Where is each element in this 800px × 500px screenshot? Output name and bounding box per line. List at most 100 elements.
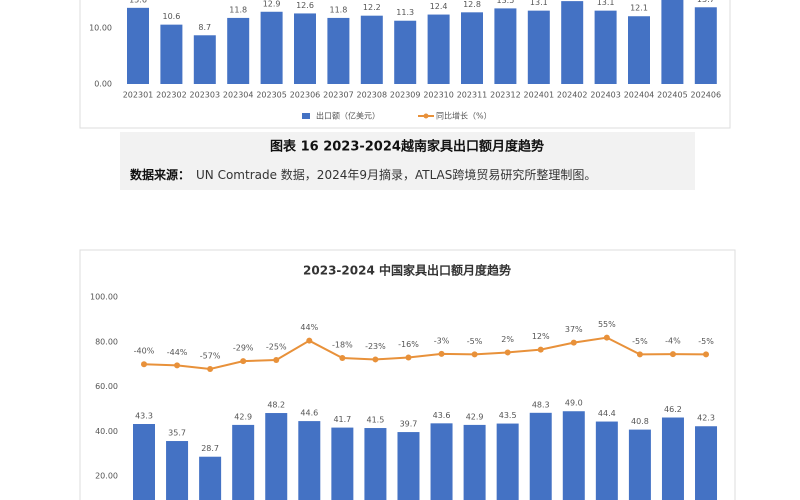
line-series (143, 336, 707, 370)
x-tick-label: 202303 (190, 91, 221, 100)
bar (527, 10, 550, 85)
x-tick-label: 202311 (457, 91, 488, 100)
data-label: -5% (632, 337, 648, 346)
bar (166, 441, 189, 500)
y-tick-label: 10.00 (89, 24, 112, 33)
data-label: 28.7 (201, 444, 219, 453)
x-tick-label: 202401 (524, 91, 555, 100)
bar (193, 35, 216, 84)
bar (594, 10, 617, 85)
line-point (141, 361, 147, 368)
x-tick-label: 202301 (123, 91, 154, 100)
y-tick-label: 80.00 (95, 337, 118, 346)
data-label: -44% (167, 348, 188, 357)
bar (430, 423, 453, 500)
y-tick-label: 60.00 (95, 382, 118, 391)
data-label: -5% (467, 337, 483, 346)
bar (661, 0, 684, 85)
x-tick-label: 202305 (256, 91, 287, 100)
source-label: 数据来源： (130, 167, 190, 182)
chart-frame (79, 249, 736, 500)
data-label: -29% (233, 344, 254, 353)
y-tick-label: 40.00 (95, 427, 118, 436)
bar (227, 17, 250, 85)
caption-band (120, 132, 695, 190)
x-tick-label: 202403 (590, 91, 621, 100)
data-label: 43.6 (433, 411, 451, 420)
bar (661, 417, 684, 500)
data-label: -23% (365, 342, 386, 351)
line-point (306, 337, 313, 344)
bar (628, 429, 651, 500)
x-tick-label: 202404 (624, 91, 655, 100)
line-point (174, 362, 181, 369)
legend-swatch (423, 113, 429, 119)
bar (394, 20, 417, 84)
bar (294, 13, 316, 84)
line-point (240, 358, 247, 365)
bar (260, 11, 283, 84)
data-label: 8.7 (198, 23, 211, 32)
data-label: 12.2 (363, 3, 381, 12)
line-point (636, 351, 643, 358)
y-tick-label: 20.00 (95, 472, 118, 481)
x-tick-label: 202405 (657, 91, 688, 100)
data-label: 43.5 (499, 411, 517, 420)
bar (461, 12, 483, 84)
line-point (537, 346, 544, 353)
line-point (570, 339, 577, 346)
line-point (471, 351, 478, 358)
bar (199, 456, 222, 500)
bar (529, 412, 552, 500)
bar (364, 428, 387, 500)
data-label: 48.3 (532, 400, 550, 409)
data-label: 42.9 (466, 412, 484, 421)
data-label: 12.4 (430, 2, 448, 11)
x-tick-label: 202307 (323, 91, 354, 100)
data-label: 12% (532, 332, 550, 341)
data-label: 12.9 (263, 0, 281, 8)
data-label: 42.3 (697, 414, 715, 423)
data-label: 11.3 (396, 8, 414, 17)
line-point (438, 350, 445, 357)
data-label: 48.2 (267, 401, 285, 410)
bar (127, 7, 149, 85)
legend-label: 同比增长（%） (436, 111, 492, 121)
line-point (669, 351, 676, 358)
x-tick-label: 202304 (223, 91, 254, 100)
data-label: 13.1 (530, 0, 548, 7)
data-label: 37% (565, 325, 583, 334)
data-label: 41.5 (367, 416, 385, 425)
data-label: 13.7 (697, 0, 715, 4)
data-label: 11.8 (229, 5, 247, 14)
data-label: 10.6 (162, 12, 180, 21)
data-label: 13.6 (129, 0, 147, 4)
bar (463, 424, 486, 500)
x-tick-label: 202310 (423, 91, 454, 100)
y-tick-label: 0.00 (94, 80, 112, 89)
line-point (372, 356, 379, 363)
line-point (603, 334, 610, 341)
bar (427, 14, 450, 85)
data-label: -16% (398, 340, 419, 349)
data-label: 13.5 (496, 0, 514, 5)
data-label: 12.8 (463, 0, 481, 9)
line-point (504, 349, 511, 356)
data-label: 55% (598, 320, 616, 329)
bar (232, 424, 255, 500)
x-tick-label: 202406 (691, 91, 722, 100)
line-point (339, 355, 346, 362)
legend-label: 出口额（亿美元） (316, 111, 380, 121)
data-label: 40.8 (631, 417, 649, 426)
bar (496, 423, 519, 500)
chart-frame (79, 0, 731, 129)
source-text: UN Comtrade 数据，2024年9月摘录，ATLAS跨境贸易研究所整理制… (196, 167, 596, 182)
data-label: 43.3 (135, 412, 153, 421)
line-point (273, 357, 280, 363)
line-point (405, 354, 412, 361)
line-point (703, 351, 710, 358)
chart-title: 2023-2024 中国家具出口额月度趋势 (303, 263, 511, 278)
bar (298, 421, 321, 500)
x-tick-label: 202309 (390, 91, 421, 100)
data-label: -4% (665, 337, 681, 346)
